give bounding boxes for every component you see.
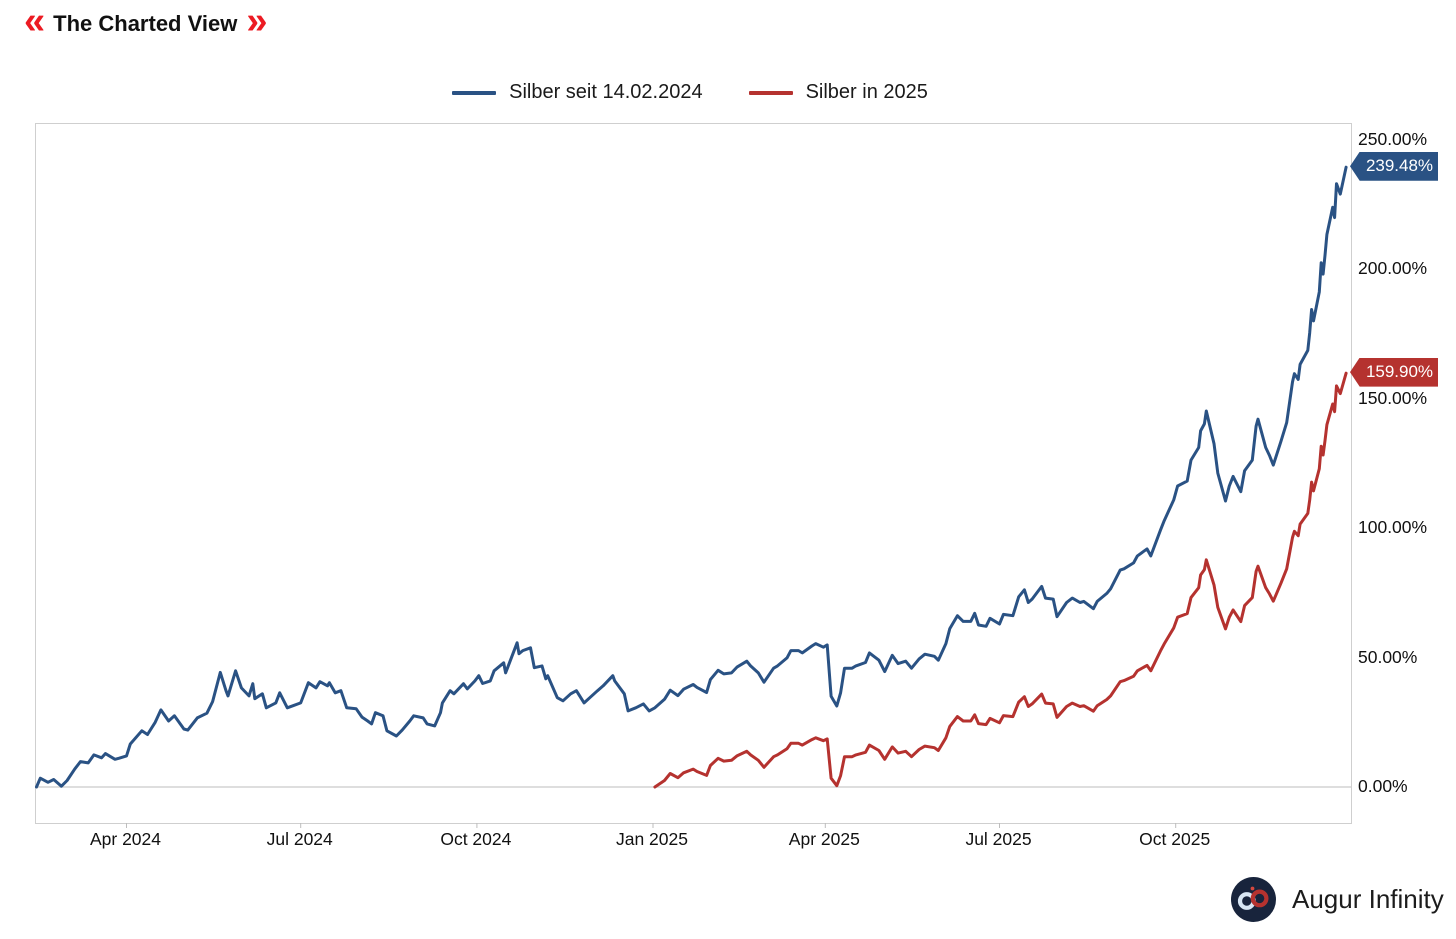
x-axis-tick-label: Oct 2025 (1139, 829, 1211, 849)
x-axis-tick-label: Apr 2024 (89, 829, 161, 849)
legend-label: Silber in 2025 (805, 81, 928, 103)
y-axis-tick-label: 50.00% (1358, 646, 1418, 667)
chart-legend: Silber seit 14.02.2024 Silber in 2025 (0, 81, 1380, 104)
x-axis-tick-label: Apr 2025 (788, 829, 860, 849)
y-axis-tick-label: 200.00% (1358, 258, 1428, 279)
y-axis-tick-label: 250.00% (1358, 129, 1428, 149)
y-axis-tick-label: 0.00% (1358, 776, 1408, 796)
brand-footer: Augur Infinity (1231, 877, 1444, 922)
legend-item: Silber seit 14.02.2024 (452, 81, 703, 104)
right-chevron-icon: » (246, 0, 267, 42)
left-chevron-icon: « (24, 0, 45, 42)
infinity-logo-icon (1231, 877, 1276, 922)
page-title: The Charted View (53, 11, 238, 36)
legend-line-swatch (748, 90, 793, 95)
x-axis-tick-label: Jan 2025 (615, 829, 688, 849)
x-axis-tick-label: Jul 2025 (965, 829, 1032, 849)
y-axis-tick-label: 100.00% (1358, 517, 1428, 538)
series-line-silber-seit-14-02-2024 (35, 165, 1348, 789)
series-line-silber-in-2025 (653, 371, 1348, 789)
series-end-badge-silber-seit-14-02-2024: 239.48% (1350, 151, 1438, 181)
page-header: « The Charted View » (24, 0, 267, 44)
x-axis-tick-label: Jul 2024 (266, 829, 333, 849)
y-axis-tick-label: 150.00% (1358, 387, 1428, 408)
series-end-badge-silber-in-2025: 159.90% (1350, 357, 1438, 387)
x-axis-tick-label: Oct 2024 (440, 829, 512, 849)
plot-area (35, 123, 1352, 828)
legend-line-swatch (452, 90, 497, 95)
brand-name: Augur Infinity (1292, 884, 1444, 914)
legend-item: Silber in 2025 (748, 81, 928, 104)
legend-label: Silber seit 14.02.2024 (509, 81, 703, 103)
chart-canvas (35, 165, 1351, 828)
